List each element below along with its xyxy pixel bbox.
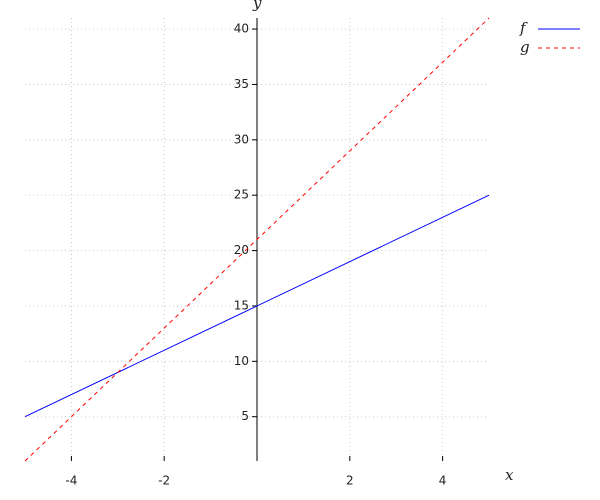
y-tick-label: 30 (234, 132, 249, 146)
y-tick-label: 25 (234, 188, 249, 202)
legend-label: f (519, 19, 528, 37)
line-0 (24, 194, 490, 418)
line-1 (24, 17, 490, 462)
y-tick-label: 20 (234, 243, 249, 257)
y-tick-label: 5 (241, 409, 249, 423)
y-axis-label: y (252, 0, 262, 12)
y-tick-label: 10 (234, 354, 249, 368)
x-tick-label: -2 (158, 474, 170, 488)
x-tick-label: 4 (439, 474, 447, 488)
y-tick-label: 40 (234, 22, 249, 36)
x-tick-label: 2 (346, 474, 354, 488)
y-tick-label: 15 (234, 298, 249, 312)
legend-label: g (520, 38, 530, 56)
x-tick-label: -4 (65, 474, 77, 488)
y-tick-label: 35 (234, 77, 249, 91)
x-axis-label: x (505, 466, 514, 484)
